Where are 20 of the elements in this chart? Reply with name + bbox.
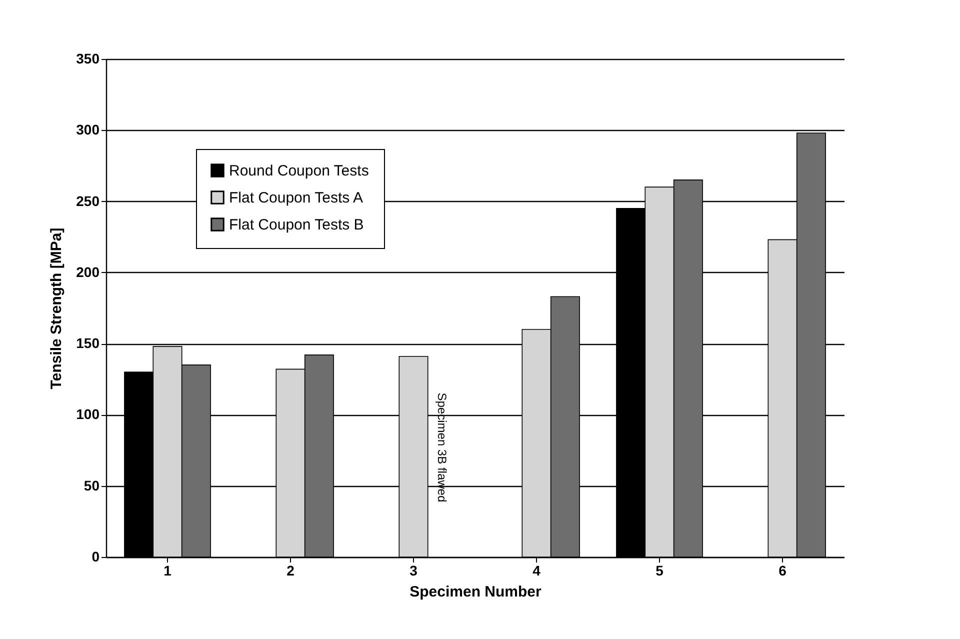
y-axis-title: Tensile Strength [MPa] [48, 228, 66, 390]
x-tick-label: 2 [286, 562, 295, 578]
y-tick-label: 350 [76, 50, 100, 66]
x-tick-label: 3 [410, 562, 418, 578]
x-tick-label: 6 [778, 562, 787, 578]
y-tick-label: 100 [76, 406, 100, 422]
x-axis-title: Specimen Number [410, 584, 542, 600]
y-tick-label: 200 [76, 264, 100, 280]
y-tick-label: 0 [92, 548, 100, 564]
legend-label: Flat Coupon Tests A [229, 190, 363, 206]
x-tick-label: 5 [656, 562, 664, 578]
y-tick-label: 250 [76, 192, 100, 209]
x-tick-label: 1 [164, 562, 172, 578]
annotation: Specimen 3B flawed [435, 392, 450, 502]
x-tick-label: 4 [532, 562, 541, 578]
y-tick-label: 300 [76, 122, 100, 138]
legend-label: Flat Coupon Tests B [229, 216, 364, 234]
y-tick-label: 150 [76, 335, 100, 352]
y-tick-label: 50 [84, 477, 100, 494]
legend-label: Round Coupon Tests [229, 162, 369, 180]
